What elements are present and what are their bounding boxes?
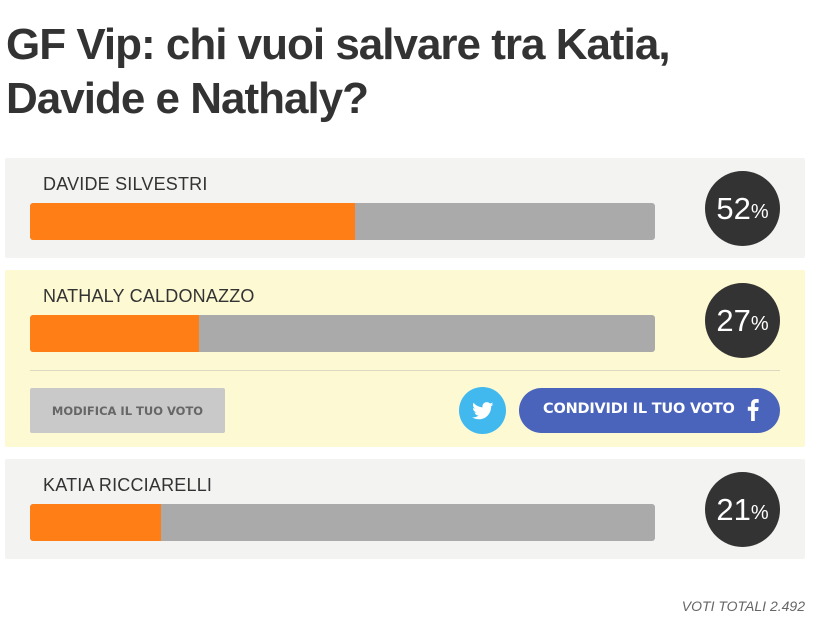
result-bar-fill xyxy=(30,315,199,352)
facebook-icon xyxy=(747,399,759,421)
percent-value: 27 xyxy=(716,302,751,338)
poll-option-katia: KATIA RICCIARELLI 21% xyxy=(5,459,805,559)
percent-value: 21 xyxy=(716,491,751,527)
twitter-share-button[interactable] xyxy=(459,387,506,434)
poll-option-davide: DAVIDE SILVESTRI 52% xyxy=(5,158,805,258)
percent-value: 52 xyxy=(716,190,751,226)
twitter-icon xyxy=(471,401,493,419)
facebook-share-button[interactable]: CONDIVIDI IL TUO VOTO xyxy=(519,388,780,433)
total-votes: VOTI TOTALI 2.492 xyxy=(681,598,805,614)
percent-sign: % xyxy=(750,201,769,223)
result-bar-track xyxy=(30,315,655,352)
divider xyxy=(30,370,780,371)
percent-sign: % xyxy=(750,313,769,335)
option-name: DAVIDE SILVESTRI xyxy=(43,174,208,194)
poll-title: GF Vip: chi vuoi salvare tra Katia, Davi… xyxy=(6,20,671,123)
percent-badge: 21% xyxy=(705,472,780,547)
result-bar-fill xyxy=(30,504,162,541)
result-bar-track xyxy=(30,203,655,240)
option-name: KATIA RICCIARELLI xyxy=(43,475,213,495)
result-bar-track xyxy=(30,504,655,541)
percent-badge: 52% xyxy=(705,171,780,246)
result-bar-fill xyxy=(30,203,355,240)
modify-vote-button[interactable]: MODIFICA IL TUO VOTO xyxy=(30,388,225,433)
option-name: NATHALY CALDONAZZO xyxy=(43,286,255,306)
percent-sign: % xyxy=(750,502,769,524)
percent-badge: 27% xyxy=(705,283,780,358)
share-label: CONDIVIDI IL TUO VOTO xyxy=(543,401,735,417)
poll-results: DAVIDE SILVESTRI 52% NATHALY CALDONAZZO … xyxy=(5,158,805,571)
poll-option-nathaly: NATHALY CALDONAZZO 27% MODIFICA IL TUO V… xyxy=(5,270,805,447)
